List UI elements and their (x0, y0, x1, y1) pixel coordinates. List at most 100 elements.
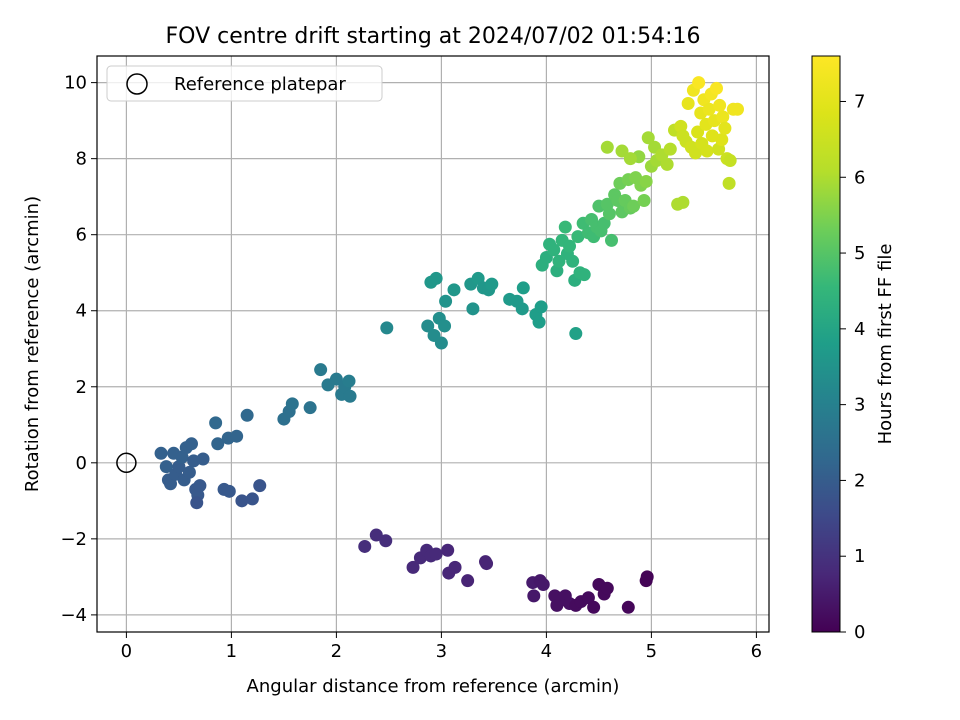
data-point (723, 154, 737, 168)
colorbar-tick-label: 0 (854, 622, 865, 643)
data-points (154, 76, 744, 614)
legend-marker-open-circle (126, 73, 148, 95)
data-point (196, 452, 210, 466)
data-point (691, 125, 705, 139)
data-point (429, 271, 443, 285)
data-point (380, 321, 394, 335)
data-point (303, 401, 317, 415)
colorbar-tick-label: 2 (854, 470, 865, 491)
data-point (240, 408, 254, 422)
data-point (718, 121, 732, 135)
data-point (441, 543, 455, 557)
chart-title: FOV centre drift starting at 2024/07/02 … (166, 24, 701, 49)
data-point (615, 144, 629, 158)
data-point (448, 560, 462, 574)
data-point (438, 319, 452, 333)
x-tick-label: 3 (436, 641, 447, 662)
data-point (577, 268, 591, 282)
data-point (641, 131, 655, 145)
colorbar-gradient (811, 55, 841, 633)
data-point (253, 479, 267, 493)
data-point (731, 102, 744, 116)
data-point (702, 102, 716, 116)
data-point (689, 146, 702, 160)
data-point (421, 319, 435, 333)
x-tick-label: 4 (541, 641, 552, 662)
reference-platepar-point (116, 452, 137, 474)
y-tick-label: 2 (76, 377, 87, 398)
data-point (439, 294, 453, 308)
data-point (571, 230, 585, 244)
data-point (534, 300, 548, 314)
data-point (222, 484, 236, 498)
y-tick-label: 6 (76, 225, 87, 246)
y-tick-label: 0 (76, 453, 87, 474)
data-point (621, 600, 635, 614)
data-point (600, 140, 614, 154)
colorbar: 0 1 2 3 4 5 6 7 Hours from first FF file (811, 55, 896, 643)
x-axis-ticks: 0 1 2 3 4 5 6 (121, 632, 762, 662)
data-point (536, 577, 550, 591)
data-point (532, 315, 546, 329)
data-point (587, 600, 601, 614)
x-tick-label: 6 (751, 641, 762, 662)
data-point (627, 199, 641, 213)
data-point (406, 560, 420, 574)
colorbar-tick-label: 5 (854, 243, 865, 264)
data-point (700, 144, 714, 158)
data-point (235, 494, 249, 508)
colorbar-tick-label: 7 (854, 91, 865, 112)
data-point (692, 76, 706, 90)
data-point (369, 528, 383, 542)
data-point (552, 254, 566, 268)
y-tick-label: 10 (64, 73, 87, 94)
y-tick-label: 4 (76, 301, 87, 322)
data-point (211, 437, 225, 451)
data-point (600, 581, 614, 595)
data-point (342, 374, 356, 388)
colorbar-ticks: 0 1 2 3 4 5 6 7 (840, 91, 865, 643)
legend-box (106, 65, 383, 102)
data-point (563, 239, 576, 253)
data-point (209, 416, 223, 430)
data-point (663, 142, 677, 156)
data-point (710, 81, 723, 95)
grid (97, 56, 769, 632)
reference-marker (116, 452, 137, 474)
data-point (466, 302, 480, 316)
data-point (314, 363, 328, 377)
data-point (447, 283, 461, 297)
colorbar-label: Hours from first FF file (875, 244, 896, 445)
data-point (602, 207, 616, 221)
y-tick-label: −2 (60, 529, 87, 550)
data-point (358, 539, 372, 553)
data-point (515, 302, 529, 316)
y-tick-label: 8 (76, 149, 87, 170)
data-point (190, 496, 204, 510)
data-point (566, 254, 580, 268)
data-point (640, 570, 654, 584)
data-point (597, 216, 611, 230)
data-point (329, 372, 343, 386)
x-axis-label: Angular distance from reference (arcmin) (247, 676, 620, 697)
legend-label: Reference platepar (174, 74, 346, 95)
x-tick-label: 1 (226, 641, 237, 662)
data-point (429, 547, 443, 561)
data-point (605, 233, 618, 247)
data-point (485, 277, 499, 291)
data-point (547, 243, 561, 257)
colorbar-tick-label: 3 (854, 395, 865, 416)
x-tick-label: 5 (646, 641, 657, 662)
data-point (660, 157, 674, 171)
data-point (379, 534, 393, 548)
plot-frame (96, 55, 770, 633)
data-point (164, 477, 177, 491)
data-point (343, 389, 357, 403)
colorbar-tick-label: 1 (854, 546, 865, 567)
data-point (637, 193, 651, 207)
x-tick-label: 2 (331, 641, 342, 662)
data-point (713, 98, 727, 112)
data-point (230, 429, 244, 443)
data-point (185, 437, 198, 451)
